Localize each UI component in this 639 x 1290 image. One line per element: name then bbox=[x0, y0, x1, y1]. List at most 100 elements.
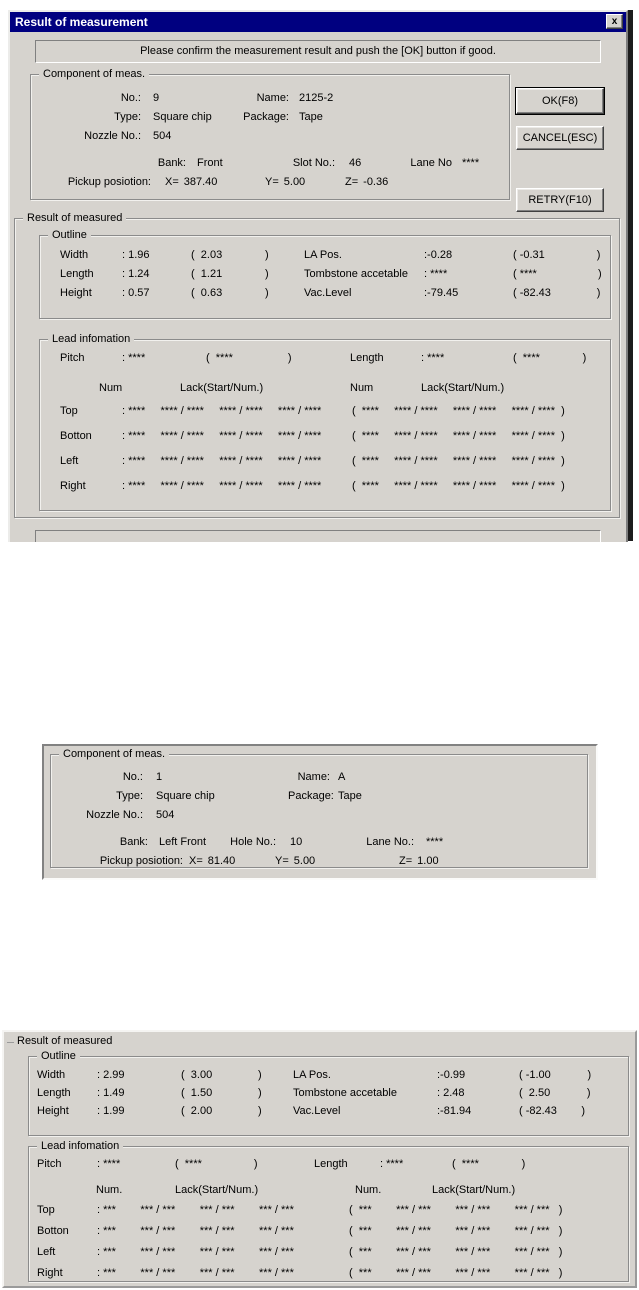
nozzle-value: 504 bbox=[153, 129, 172, 142]
hole-value: 10 bbox=[290, 835, 303, 848]
type-label: Type: bbox=[116, 789, 143, 802]
result-of-measured-panel-fragment: Result of measured Outline Width : 2.99 … bbox=[2, 1030, 637, 1288]
lack-header: Lack(Start/Num.) bbox=[175, 1184, 259, 1196]
vac-level-ref: ( -82.43 ) bbox=[513, 287, 601, 299]
type-value: Square chip bbox=[156, 789, 215, 802]
bank-label: Bank: bbox=[157, 156, 186, 169]
side-ref: ( *** *** / *** *** / *** *** / *** ) bbox=[349, 1203, 563, 1216]
pickup-y: Y= 5.00 bbox=[269, 855, 393, 867]
side-label: Right bbox=[60, 479, 86, 492]
component-row: Pickup posiotion: X= 81.40 Y= 5.00 Z= 1.00 bbox=[51, 851, 587, 870]
type-value: Square chip bbox=[153, 110, 212, 123]
height-value: : 0.57 bbox=[122, 287, 150, 299]
height-value: : 1.99 bbox=[97, 1105, 125, 1117]
side-ref: ( **** **** / **** **** / **** **** / **… bbox=[352, 454, 565, 467]
ok-button[interactable]: OK(F8) bbox=[516, 88, 604, 114]
y-value: 5.00 bbox=[283, 175, 306, 188]
pickup-z: Z= 1.00 bbox=[393, 855, 439, 867]
num-header: Num. bbox=[96, 1184, 123, 1196]
slot-value: 46 bbox=[349, 156, 362, 169]
y-value: 5.00 bbox=[293, 854, 316, 867]
la-pos-ref: ( -0.31 ) bbox=[513, 249, 601, 261]
pitch-label: Pitch bbox=[37, 1158, 62, 1170]
pitch-length-row: Pitch : **** ( **** ) Length : **** ( **… bbox=[29, 1158, 628, 1178]
pitch-value: : **** bbox=[97, 1158, 121, 1170]
package-label: Package: bbox=[288, 789, 334, 802]
outline-row: Height : 0.57 ( 0.63 ) Vac.Level :-79.45… bbox=[40, 287, 610, 306]
pickup-x: X= 81.40 bbox=[183, 855, 269, 867]
lead-row-left: Left : **** **** / **** **** / **** ****… bbox=[40, 448, 610, 473]
component-row: Bank: Left Front Hole No.: 10 Lane No.: … bbox=[51, 832, 587, 851]
component-of-meas-legend: Component of meas. bbox=[39, 67, 150, 81]
close-button[interactable]: x bbox=[606, 14, 623, 29]
bank-label: Bank: bbox=[119, 835, 148, 848]
pickup-label: Pickup posiotion: bbox=[67, 175, 151, 188]
outline-row: Width : 2.99 ( 3.00 ) LA Pos. :-0.99 ( -… bbox=[29, 1069, 628, 1087]
y-label: Y= bbox=[275, 854, 289, 867]
length-ref: ( 1.50 ) bbox=[181, 1087, 262, 1099]
height-ref: ( 2.00 ) bbox=[181, 1105, 262, 1117]
lead-length-label: Length bbox=[350, 352, 384, 364]
lead-row-top: Top : *** *** / *** *** / *** *** / *** … bbox=[29, 1199, 628, 1220]
retry-button[interactable]: RETRY(F10) bbox=[516, 188, 604, 212]
result-of-measured-group: Result of measured Outline Width : 1.96 … bbox=[14, 211, 620, 518]
lead-length-ref: ( **** ) bbox=[513, 352, 587, 364]
dialog-title: Result of measurement bbox=[15, 15, 148, 29]
no-label: No.: bbox=[122, 770, 143, 783]
height-ref: ( 0.63 ) bbox=[191, 287, 269, 299]
lead-information-group: Lead infomation Pitch : **** ( **** ) Le… bbox=[39, 332, 611, 511]
bank-value: Front bbox=[197, 156, 223, 169]
side-label: Botton bbox=[60, 429, 92, 442]
side-label: Top bbox=[60, 404, 78, 417]
height-label: Height bbox=[37, 1105, 69, 1117]
title-bar: Result of measurement x bbox=[10, 12, 626, 32]
z-value: 1.00 bbox=[417, 854, 439, 867]
cropped-panel bbox=[35, 530, 601, 542]
side-measured: : *** *** / *** *** / *** *** / *** bbox=[97, 1224, 294, 1237]
pickup-z: Z= -0.36 bbox=[331, 176, 388, 188]
cancel-button[interactable]: CANCEL(ESC) bbox=[516, 126, 604, 150]
num-header: Num bbox=[99, 382, 123, 394]
length-label: Length bbox=[37, 1087, 71, 1099]
pitch-label: Pitch bbox=[60, 352, 85, 364]
side-measured: : *** *** / *** *** / *** *** / *** bbox=[97, 1245, 294, 1258]
hole-label: Hole No.: bbox=[230, 835, 276, 848]
vac-level-value: :-81.94 bbox=[437, 1105, 472, 1117]
close-icon: x bbox=[611, 15, 618, 27]
side-ref: ( *** *** / *** *** / *** *** / *** ) bbox=[349, 1224, 563, 1237]
la-pos-value: :-0.28 bbox=[424, 249, 453, 261]
side-measured: : **** **** / **** **** / **** **** / **… bbox=[122, 454, 322, 467]
la-pos-label: LA Pos. bbox=[304, 249, 342, 261]
x-label: X= bbox=[165, 175, 179, 188]
result-of-measured-legend: Result of measured bbox=[23, 211, 127, 225]
pitch-ref: ( **** ) bbox=[175, 1158, 258, 1170]
lack-header: Lack(Start/Num.) bbox=[421, 382, 505, 394]
num-header: Num. bbox=[355, 1184, 382, 1196]
lead-row-top: Top : **** **** / **** **** / **** **** … bbox=[40, 398, 610, 423]
pickup-label: Pickup posiotion: bbox=[99, 854, 183, 867]
lead-information-legend: Lead infomation bbox=[48, 332, 135, 346]
lead-length-ref: ( **** ) bbox=[452, 1158, 526, 1170]
width-value: : 1.96 bbox=[122, 249, 150, 261]
instruction-banner: Please confirm the measurement result an… bbox=[35, 40, 601, 63]
num-header: Num bbox=[350, 382, 374, 394]
length-ref: ( 1.21 ) bbox=[191, 268, 269, 280]
no-value: 1 bbox=[156, 770, 163, 783]
side-measured: : **** **** / **** **** / **** **** / **… bbox=[122, 479, 322, 492]
type-label: Type: bbox=[114, 110, 141, 123]
component-of-meas-group-2: Component of meas. No.: 1 Name: A Type: … bbox=[50, 747, 588, 870]
outline-group-2: Outline Width : 2.99 ( 3.00 ) LA Pos. :-… bbox=[28, 1049, 629, 1136]
side-ref: ( *** *** / *** *** / *** *** / *** ) bbox=[349, 1245, 563, 1258]
width-value: : 2.99 bbox=[97, 1069, 125, 1081]
lead-row-left: Left : *** *** / *** *** / *** *** / ***… bbox=[29, 1241, 628, 1262]
name-value: 2125-2 bbox=[299, 91, 334, 104]
lane-value: **** bbox=[426, 835, 444, 848]
lead-information-group-2: Lead infomation Pitch : **** ( **** ) Le… bbox=[28, 1139, 629, 1282]
pitch-ref: ( **** ) bbox=[206, 352, 292, 364]
component-row: Nozzle No.: 504 bbox=[31, 126, 509, 145]
width-label: Width bbox=[37, 1069, 66, 1081]
pitch-length-row: Pitch : **** ( **** ) Length : **** ( **… bbox=[40, 352, 610, 372]
side-measured: : *** *** / *** *** / *** *** / *** bbox=[97, 1266, 294, 1279]
side-label: Left bbox=[60, 454, 79, 467]
side-measured: : *** *** / *** *** / *** *** / *** bbox=[97, 1203, 294, 1216]
